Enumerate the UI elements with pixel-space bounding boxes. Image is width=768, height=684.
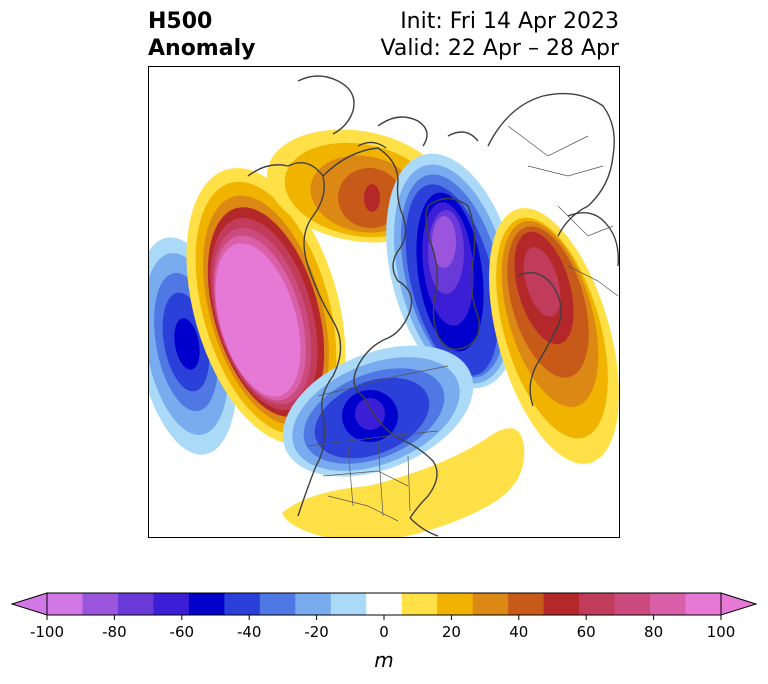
colorbar-tick-label: 100 bbox=[707, 623, 736, 641]
political-borders bbox=[307, 125, 619, 522]
colorbar-extend-low bbox=[10, 592, 48, 616]
anomaly-southeast-us-high bbox=[282, 428, 525, 538]
init-date: Init: Fri 14 Apr 2023 bbox=[400, 9, 619, 34]
colorbar-bin bbox=[614, 593, 651, 615]
valid-range: Valid: 22 Apr – 28 Apr bbox=[380, 36, 620, 61]
colorbar-bin bbox=[295, 593, 332, 615]
anomaly-gulf-of-alaska-high bbox=[186, 168, 346, 444]
anomaly-map bbox=[148, 66, 620, 538]
colorbar: -100 -80 -60 -40 -20 0 20 40 60 80 100 m bbox=[10, 592, 758, 672]
colorbar-tick-label: -80 bbox=[102, 623, 127, 641]
colorbar-bin bbox=[153, 593, 190, 615]
anomaly-northern-europe-high bbox=[489, 208, 619, 464]
colorbar-tick-label: 0 bbox=[379, 623, 389, 641]
colorbar-unit-label: m bbox=[374, 648, 393, 672]
colorbar-bin bbox=[330, 593, 367, 615]
title-line-2: Anomaly bbox=[148, 36, 256, 61]
colorbar-bin bbox=[543, 593, 580, 615]
colorbar-bin bbox=[508, 593, 545, 615]
colorbar-bin bbox=[117, 593, 154, 615]
colorbar-tick-label: 60 bbox=[577, 623, 596, 641]
colorbar-bin bbox=[82, 593, 119, 615]
colorbar-bin bbox=[259, 593, 296, 615]
colorbar-tick-label: -100 bbox=[30, 623, 64, 641]
colorbar-bin bbox=[579, 593, 616, 615]
colorbar-bin bbox=[401, 593, 438, 615]
colorbar-bin bbox=[650, 593, 687, 615]
colorbar-bin bbox=[472, 593, 509, 615]
coastlines bbox=[247, 75, 619, 537]
colorbar-tick-label: 40 bbox=[509, 623, 528, 641]
colorbar-tick-label: -40 bbox=[237, 623, 262, 641]
colorbar-tick-label: -60 bbox=[170, 623, 195, 641]
colorbar-bin bbox=[47, 593, 83, 615]
title-line-1: H500 bbox=[148, 9, 213, 34]
colorbar-extend-high bbox=[720, 592, 758, 616]
colorbar-bin bbox=[188, 593, 225, 615]
colorbar-bin bbox=[685, 593, 722, 615]
map-title: H500 Anomaly bbox=[148, 8, 255, 62]
colorbar-tick-label: 80 bbox=[644, 623, 663, 641]
colorbar-tick-label: -20 bbox=[304, 623, 329, 641]
colorbar-tick-label: 20 bbox=[442, 623, 461, 641]
date-info: Init: Fri 14 Apr 2023 Valid: 22 Apr – 28… bbox=[381, 8, 620, 62]
colorbar-bin bbox=[366, 593, 403, 615]
colorbar-bin bbox=[224, 593, 261, 615]
colorbar-bin bbox=[437, 593, 474, 615]
